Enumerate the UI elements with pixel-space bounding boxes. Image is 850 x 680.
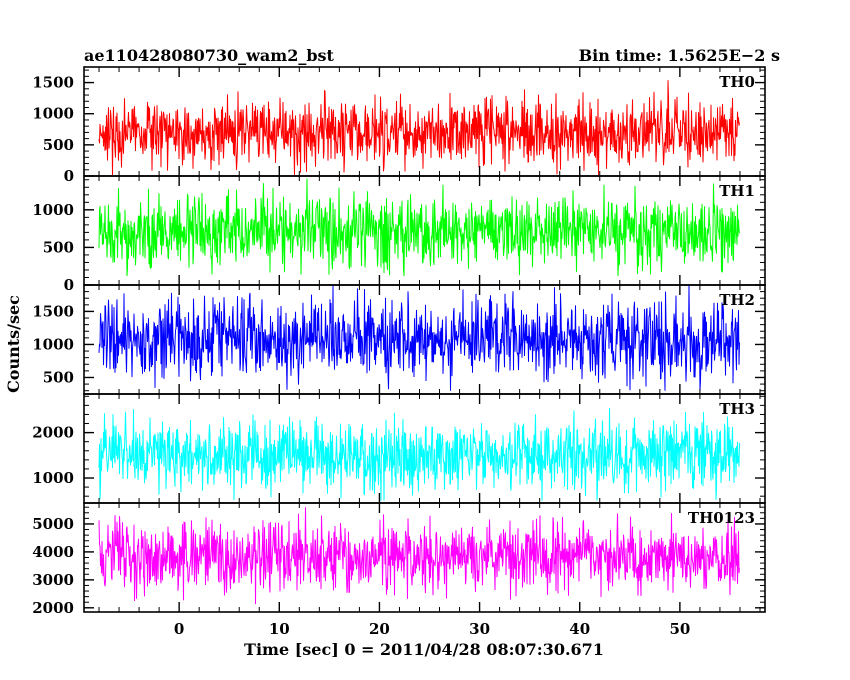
panel-label-th2: TH2	[719, 291, 755, 309]
series-line-th3	[98, 407, 740, 501]
y-tick-label: 500	[43, 238, 74, 256]
panel-th3: 1000 2000 TH3	[32, 393, 766, 504]
x-tick-label: 0	[174, 620, 184, 638]
y-tick-label: 4000	[32, 543, 74, 561]
panel-label-th1: TH1	[719, 182, 755, 200]
series-line-th0	[98, 80, 740, 176]
y-tick-label: 0	[64, 167, 74, 185]
series-line-th0123	[98, 507, 740, 605]
panel-th0: 0 500 1000 1500 TH0	[32, 66, 766, 185]
panel-th1: 0 500 1000 TH1	[32, 175, 766, 294]
series-line-th1	[98, 178, 740, 277]
y-tick-label: 2000	[32, 424, 74, 442]
y-axis-label: Counts/sec	[4, 295, 23, 393]
x-tick-label: 40	[569, 620, 590, 638]
x-tick-label: 30	[469, 620, 490, 638]
panel-th2: 500 1000 1500 TH2	[32, 284, 766, 395]
chart-title: ae110428080730_wam2_bst	[84, 46, 335, 65]
panel-label-th3: TH3	[719, 400, 755, 418]
y-tick-label: 0	[64, 276, 74, 294]
bin-time-label: Bin time: 1.5625E−2 s	[579, 46, 780, 65]
y-tick-label: 1000	[32, 105, 74, 123]
y-tick-label: 3000	[32, 571, 74, 589]
y-tick-label: 2000	[32, 599, 74, 617]
x-tick-label: 50	[669, 620, 690, 638]
panel-label-th0: TH0	[719, 73, 755, 91]
y-tick-label: 5000	[32, 515, 74, 533]
y-tick-label: 500	[43, 368, 74, 386]
x-tick-label: 20	[369, 620, 390, 638]
y-tick-label: 1000	[32, 335, 74, 353]
y-tick-label: 1500	[32, 302, 74, 320]
panel-label-th0123: TH0123	[688, 509, 755, 527]
y-tick-label: 500	[43, 136, 74, 154]
series-line-th2	[98, 285, 740, 391]
y-tick-label: 1500	[32, 74, 74, 92]
y-tick-label: 1000	[32, 469, 74, 487]
panel-th0123: 2000 3000 4000 5000 TH0123	[32, 502, 766, 617]
x-tick-label: 10	[269, 620, 290, 638]
y-tick-label: 1000	[32, 201, 74, 219]
x-axis-label: Time [sec] 0 = 2011/04/28 08:07:30.671	[244, 640, 604, 659]
